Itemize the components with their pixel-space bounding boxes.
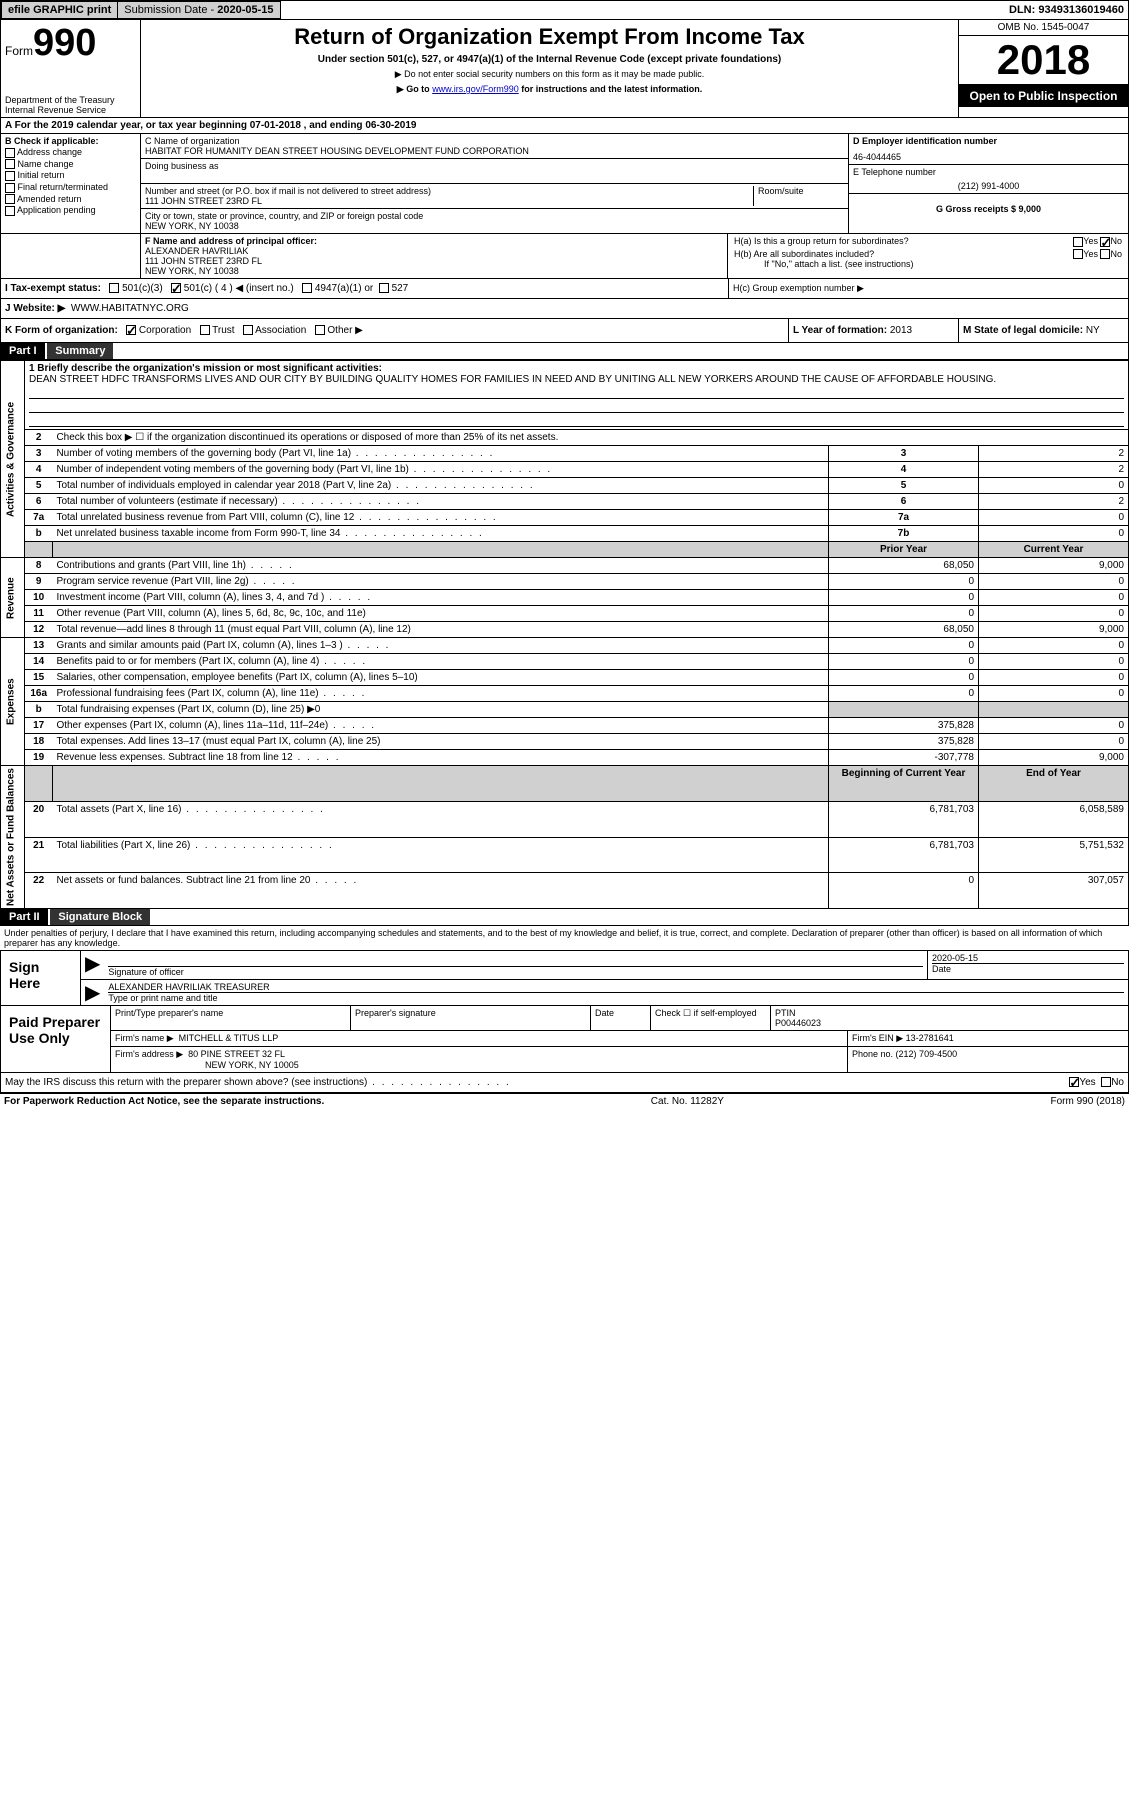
- dba-label: Doing business as: [145, 161, 844, 171]
- phone-label: E Telephone number: [853, 167, 1124, 177]
- summary-table: Activities & Governance 1 Briefly descri…: [0, 360, 1129, 909]
- sig-date: 2020-05-15: [932, 953, 1124, 964]
- gross-receipts: G Gross receipts $ 9,000: [936, 204, 1041, 214]
- sig-name: ALEXANDER HAVRILIAK TREASURER: [108, 982, 1124, 993]
- room-label: Room/suite: [758, 186, 844, 196]
- exp-label: Expenses: [1, 638, 25, 766]
- officer-addr2: NEW YORK, NY 10038: [145, 266, 723, 276]
- ha-row: H(a) Is this a group return for subordin…: [734, 236, 1122, 247]
- website-value: WWW.HABITATNYC.ORG: [71, 303, 189, 314]
- sig-officer-label: Signature of officer: [108, 967, 923, 977]
- part1-header: Part I: [1, 343, 45, 359]
- sign-here-label: Sign Here: [1, 951, 81, 1005]
- omb-number: OMB No. 1545-0047: [959, 20, 1128, 36]
- org-city: NEW YORK, NY 10038: [145, 221, 844, 231]
- row-website: J Website: ▶ WWW.HABITATNYC.ORG: [0, 299, 1129, 319]
- form-subtitle: Under section 501(c), 527, or 4947(a)(1)…: [145, 54, 954, 65]
- efile-print-button[interactable]: efile GRAPHIC print: [1, 1, 118, 19]
- section-bcd: B Check if applicable: Address change Na…: [0, 134, 1129, 234]
- hb-note: If "No," attach a list. (see instruction…: [764, 259, 1122, 269]
- check-amended[interactable]: Amended return: [5, 194, 136, 205]
- form-note1: ▶ Do not enter social security numbers o…: [145, 69, 954, 80]
- check-name-change[interactable]: Name change: [5, 159, 136, 170]
- check-final-return[interactable]: Final return/terminated: [5, 182, 136, 193]
- part2-title: Signature Block: [50, 909, 150, 925]
- paid-preparer-label: Paid Preparer Use Only: [1, 1006, 111, 1072]
- discuss-row: May the IRS discuss this return with the…: [0, 1073, 1129, 1093]
- form990-link[interactable]: www.irs.gov/Form990: [432, 84, 519, 94]
- sign-section: Sign Here ▶ Signature of officer 2020-05…: [0, 950, 1129, 1006]
- ein-label: D Employer identification number: [853, 136, 1124, 146]
- page-footer: For Paperwork Reduction Act Notice, see …: [0, 1093, 1129, 1109]
- dln-label: DLN: 93493136019460: [1009, 4, 1128, 16]
- officer-label: F Name and address of principal officer:: [145, 236, 723, 246]
- submission-date: Submission Date - 2020-05-15: [117, 1, 280, 19]
- gov-label: Activities & Governance: [1, 361, 25, 558]
- check-pending[interactable]: Application pending: [5, 205, 136, 216]
- row-tax-status: I Tax-exempt status: 501(c)(3) 501(c) ( …: [0, 279, 1129, 299]
- officer-addr1: 111 JOHN STREET 23RD FL: [145, 256, 723, 266]
- firm-phone: (212) 709-4500: [896, 1049, 958, 1059]
- hb-row: H(b) Are all subordinates included? Yes …: [734, 249, 1122, 260]
- rev-label: Revenue: [1, 558, 25, 638]
- part2-header: Part II: [1, 909, 48, 925]
- dept-label: Department of the Treasury Internal Reve…: [5, 95, 136, 115]
- row-k: K Form of organization: Corporation Trus…: [0, 319, 1129, 343]
- org-name: HABITAT FOR HUMANITY DEAN STREET HOUSING…: [145, 146, 844, 156]
- firm-name: MITCHELL & TITUS LLP: [179, 1033, 279, 1043]
- firm-addr2: NEW YORK, NY 10005: [205, 1060, 299, 1070]
- tax-year: 2018: [959, 36, 1128, 85]
- row-a-taxyear: A For the 2019 calendar year, or tax yea…: [0, 118, 1129, 134]
- firm-addr1: 80 PINE STREET 32 FL: [188, 1049, 285, 1059]
- ein-value: 46-4044465: [853, 152, 1124, 162]
- section-fh: F Name and address of principal officer:…: [0, 234, 1129, 279]
- top-bar: efile GRAPHIC print Submission Date - 20…: [0, 0, 1129, 20]
- form-number: Form990: [5, 22, 136, 65]
- mission-text: DEAN STREET HDFC TRANSFORMS LIVES AND OU…: [29, 374, 996, 385]
- phone-value: (212) 991-4000: [853, 181, 1124, 191]
- form-title: Return of Organization Exempt From Incom…: [145, 24, 954, 50]
- paid-preparer-section: Paid Preparer Use Only Print/Type prepar…: [0, 1006, 1129, 1073]
- col-b-header: B Check if applicable:: [5, 136, 136, 146]
- arrow-icon: ▶: [81, 951, 104, 979]
- part1-title: Summary: [47, 343, 113, 359]
- check-initial-return[interactable]: Initial return: [5, 170, 136, 181]
- perjury-declaration: Under penalties of perjury, I declare th…: [0, 926, 1129, 950]
- addr-label: Number and street (or P.O. box if mail i…: [145, 186, 749, 196]
- open-inspection: Open to Public Inspection: [959, 85, 1128, 107]
- officer-name: ALEXANDER HAVRILIAK: [145, 246, 723, 256]
- org-name-label: C Name of organization: [145, 136, 844, 146]
- hc-label: H(c) Group exemption number ▶: [733, 283, 864, 293]
- arrow-icon: ▶: [81, 980, 104, 1005]
- city-label: City or town, state or province, country…: [145, 211, 844, 221]
- check-address-change[interactable]: Address change: [5, 147, 136, 158]
- net-label: Net Assets or Fund Balances: [1, 766, 25, 909]
- firm-ein: 13-2781641: [906, 1033, 954, 1043]
- ptin-value: P00446023: [775, 1018, 821, 1028]
- form-header: Form990 Department of the Treasury Inter…: [0, 20, 1129, 118]
- sig-name-label: Type or print name and title: [108, 993, 1124, 1003]
- form-note2: ▶ Go to www.irs.gov/Form990 for instruct…: [145, 84, 954, 95]
- org-addr: 111 JOHN STREET 23RD FL: [145, 196, 749, 206]
- sig-date-label: Date: [932, 964, 1124, 974]
